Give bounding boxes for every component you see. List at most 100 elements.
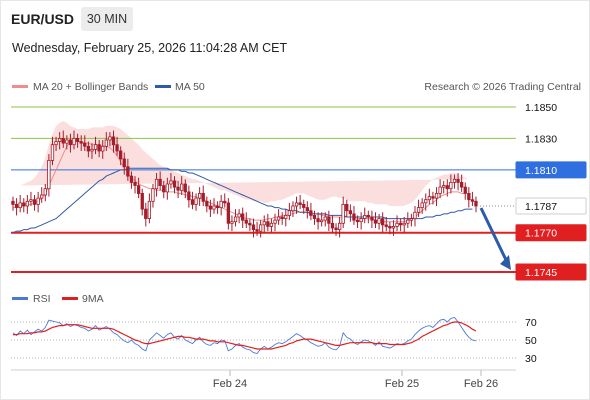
- datetime-label: Wednesday, February 25, 2026 11:04:28 AM…: [12, 41, 288, 55]
- candle-body: [237, 213, 241, 218]
- time-tick-label: Feb 25: [385, 378, 419, 390]
- candle-body: [438, 186, 442, 194]
- candle-body: [280, 216, 284, 220]
- candle-body: [416, 207, 421, 213]
- candle-body: [251, 224, 256, 230]
- candle-body: [348, 210, 353, 215]
- candle-body: [183, 183, 187, 193]
- candle-body: [291, 205, 295, 212]
- rsi-level-label-50: 50: [525, 335, 537, 347]
- candle-body: [36, 197, 40, 205]
- candle-body: [68, 139, 73, 146]
- candle-body: [248, 222, 252, 226]
- forecast-arrow-shaft: [479, 207, 509, 263]
- candle-body: [366, 214, 371, 218]
- candle-body: [463, 186, 467, 194]
- level-label-1.1745: 1.1745: [525, 267, 557, 279]
- candle-body: [108, 136, 112, 141]
- level-tag-1.1810: [515, 161, 587, 179]
- candle-body: [334, 227, 338, 231]
- candle-body: [154, 178, 159, 190]
- forecast-arrow-head: [500, 255, 511, 270]
- candle-body: [233, 216, 238, 223]
- candle-body: [205, 200, 209, 207]
- candle-body: [441, 185, 446, 188]
- candle-body: [319, 219, 324, 223]
- candle-body: [169, 180, 173, 185]
- ma50-line: [12, 167, 473, 234]
- rsi-plot: 70 50 30: [11, 316, 537, 365]
- candle-body: [194, 197, 198, 205]
- candle-body: [144, 208, 148, 219]
- candle-body: [176, 186, 180, 191]
- candle-body: [337, 222, 342, 231]
- candle-body: [47, 159, 51, 190]
- candle-body: [341, 203, 345, 224]
- candle-body: [14, 203, 19, 208]
- candle-body: [208, 205, 213, 210]
- candle-body: [197, 192, 202, 199]
- candle-body: [449, 181, 453, 190]
- ma20-legend-label: MA 20 + Bollinger Bands: [33, 81, 148, 93]
- candle-body: [223, 200, 227, 204]
- candle-body: [11, 200, 15, 205]
- candle-body: [456, 178, 460, 183]
- candle-body: [162, 185, 166, 193]
- rsi-ma9-line: [13, 321, 477, 350]
- candle-body: [409, 218, 414, 221]
- candle-body: [327, 216, 331, 224]
- candle-body: [126, 166, 130, 177]
- candle-body: [323, 216, 327, 221]
- candle-body: [111, 136, 116, 146]
- candle-body: [43, 188, 47, 196]
- level-tag-1.1745: [515, 263, 587, 281]
- candle-body: [470, 199, 475, 202]
- candle-body: [474, 200, 478, 207]
- candle-body: [359, 218, 363, 223]
- candle-body: [226, 202, 231, 224]
- candle-body: [294, 202, 299, 207]
- timeframe-button[interactable]: 30 MIN: [81, 7, 133, 31]
- symbol-label: EUR/USD: [11, 11, 75, 27]
- candle-body: [25, 200, 30, 207]
- candle-body: [345, 203, 349, 212]
- bollinger-band-area: [13, 121, 469, 206]
- candle-body: [50, 144, 55, 161]
- candle-body: [391, 225, 396, 229]
- candle-body: [273, 219, 277, 224]
- rsi-legend-label: RSI: [33, 293, 51, 305]
- candle-body: [406, 219, 410, 224]
- candle-body: [363, 214, 367, 219]
- candle-body: [305, 207, 310, 212]
- ma9-legend-swatch: [62, 297, 78, 300]
- candle-body: [395, 222, 399, 227]
- candle-body: [93, 144, 98, 150]
- candle-body: [316, 218, 320, 223]
- candle-body: [355, 219, 360, 223]
- candle-body: [398, 222, 403, 226]
- research-credit: Research © 2026 Trading Central: [424, 81, 581, 93]
- candle-body: [431, 196, 435, 199]
- rsi-legend-swatch: [12, 297, 28, 300]
- candle-body: [373, 219, 378, 224]
- candle-body: [330, 222, 335, 229]
- candle-body: [18, 202, 22, 208]
- candle-body: [151, 188, 155, 202]
- candle-body: [101, 145, 105, 152]
- level-label-1.1850: 1.1850: [525, 102, 557, 114]
- candle-body: [54, 141, 58, 146]
- candle-body: [298, 202, 302, 205]
- candle-body: [269, 222, 274, 227]
- candle-body: [90, 148, 94, 152]
- candle-body: [244, 219, 248, 224]
- candle-body: [309, 210, 313, 216]
- candle-body: [230, 221, 234, 224]
- candle-body: [122, 158, 126, 168]
- candle-body: [172, 180, 177, 188]
- candle-body: [40, 194, 44, 199]
- candle-body: [97, 144, 101, 152]
- candle-body: [187, 191, 191, 201]
- candle-body: [262, 221, 266, 226]
